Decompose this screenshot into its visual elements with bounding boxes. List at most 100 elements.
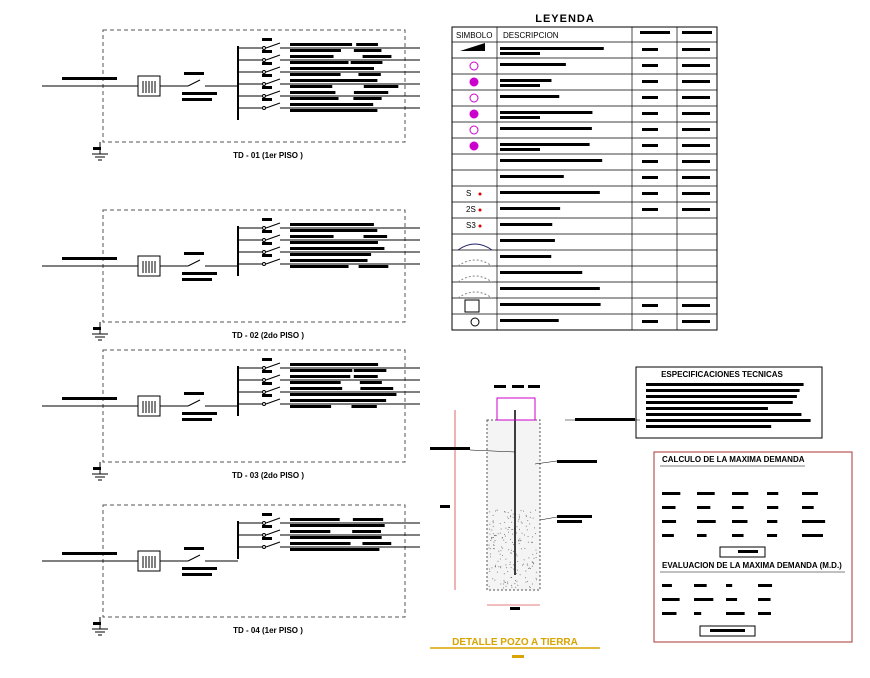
grain <box>527 541 529 543</box>
grain <box>535 533 537 535</box>
line <box>265 234 281 241</box>
text-block <box>290 61 349 64</box>
text-block <box>350 61 383 64</box>
grain <box>503 583 505 585</box>
text-block <box>184 252 204 255</box>
text-block <box>290 247 358 250</box>
text-block <box>642 64 658 67</box>
grain <box>516 580 518 582</box>
text-block <box>290 530 331 533</box>
text-block <box>290 381 341 384</box>
grain <box>489 528 491 530</box>
grain <box>508 518 510 520</box>
grain <box>503 539 505 541</box>
text-block <box>262 86 272 89</box>
line <box>265 66 281 73</box>
arc <box>457 243 493 251</box>
grain <box>532 517 534 519</box>
text-block <box>352 229 378 232</box>
text-block <box>290 79 356 82</box>
switch <box>262 533 266 537</box>
grain <box>505 564 507 566</box>
grain <box>511 577 513 579</box>
line <box>265 78 281 85</box>
grain <box>527 536 529 538</box>
symbol <box>469 125 479 135</box>
grain <box>526 563 528 565</box>
grain <box>489 511 491 513</box>
grain <box>513 544 515 546</box>
pit <box>486 419 541 591</box>
grain <box>496 509 498 511</box>
text-block <box>646 401 793 404</box>
text-block <box>642 304 658 307</box>
grain <box>512 513 514 515</box>
grain <box>504 521 506 523</box>
symbol-dot <box>478 192 482 196</box>
text-block <box>353 247 385 250</box>
grain <box>492 533 494 535</box>
grain <box>491 529 493 531</box>
line <box>187 554 201 562</box>
grain <box>532 562 534 564</box>
text-block <box>512 655 524 658</box>
grain <box>536 552 538 554</box>
text-block <box>290 259 351 262</box>
text-block <box>290 97 339 100</box>
legend-title: LEYENDA <box>535 13 595 25</box>
grain <box>526 529 528 531</box>
switch <box>262 262 266 266</box>
text-block <box>363 393 397 396</box>
text-block <box>290 369 353 372</box>
switch <box>262 402 266 406</box>
text-block <box>362 542 392 545</box>
grain <box>500 565 502 567</box>
text-block <box>557 515 592 518</box>
text-block <box>640 31 670 34</box>
text-block <box>358 73 381 76</box>
switch <box>262 390 266 394</box>
text-block <box>500 207 561 210</box>
text-block <box>290 524 364 527</box>
text-block <box>694 612 702 615</box>
text-block <box>500 175 564 178</box>
calc-box <box>653 451 853 643</box>
grain <box>512 564 514 566</box>
text-block <box>500 223 553 226</box>
text-block <box>357 399 387 402</box>
text-block <box>62 397 117 400</box>
grain <box>517 584 519 586</box>
grain <box>492 525 494 527</box>
text-block <box>646 413 802 416</box>
text-block <box>351 223 374 226</box>
grain <box>499 567 501 569</box>
text-block <box>662 492 681 495</box>
text-block <box>758 598 771 601</box>
grain <box>517 569 519 571</box>
grain <box>499 523 501 525</box>
text-block <box>182 98 212 101</box>
text-block <box>262 74 272 77</box>
text-block <box>512 385 524 388</box>
text-block <box>262 358 272 361</box>
grain <box>502 587 504 589</box>
text-block <box>642 144 658 147</box>
text-block <box>290 518 340 521</box>
text-block <box>262 370 272 373</box>
text-block <box>697 534 707 537</box>
arc <box>457 291 493 299</box>
grain <box>510 584 512 586</box>
grain <box>529 586 531 588</box>
text-block <box>182 412 217 415</box>
text-block <box>646 395 797 398</box>
grain <box>507 581 509 583</box>
grain <box>510 538 512 540</box>
arc <box>457 259 493 267</box>
text-block <box>358 265 389 268</box>
grain <box>494 534 496 536</box>
ground-symbol <box>470 317 480 327</box>
grain <box>510 567 512 569</box>
text-block <box>290 229 365 232</box>
text-block <box>642 160 658 163</box>
text-block <box>262 382 272 385</box>
